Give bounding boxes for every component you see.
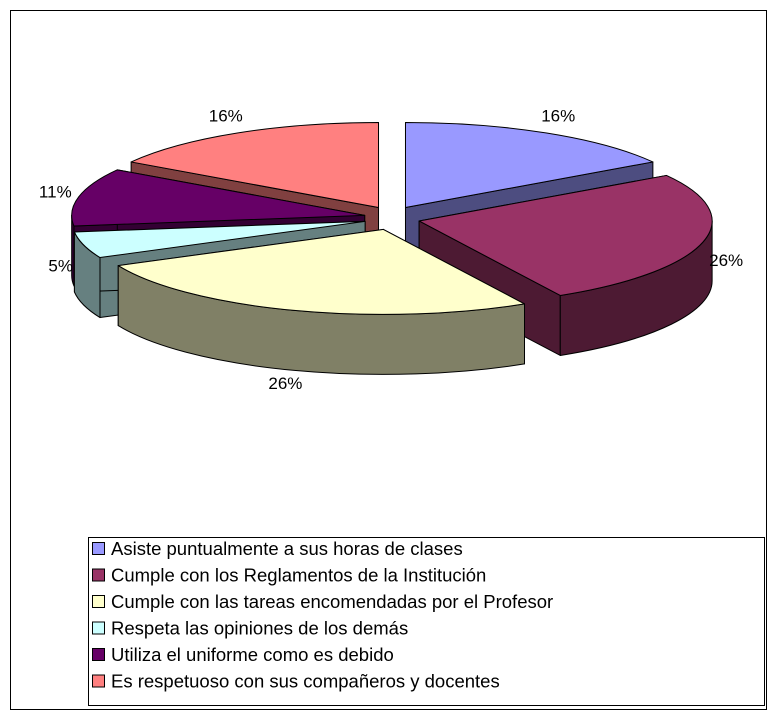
legend-label: Cumple con las tareas encomendadas por e… <box>111 591 553 612</box>
legend-label: Es respetuoso con sus compañeros y docen… <box>111 670 500 691</box>
slice-top <box>130 121 380 208</box>
legend-swatch <box>92 595 105 608</box>
slice-top <box>117 228 526 315</box>
legend-swatch <box>92 621 105 635</box>
legend-swatch <box>92 568 105 582</box>
slice-top <box>404 121 654 208</box>
legend-label: Asiste puntualmente a sus horas de clase… <box>111 538 463 559</box>
data-label: 16% <box>209 107 243 126</box>
data-label: 5% <box>48 256 73 275</box>
legend-box <box>88 537 765 706</box>
data-label: 26% <box>709 251 743 270</box>
slice-top <box>418 174 713 296</box>
legend-label: Respeta las opiniones de los demás <box>111 617 408 638</box>
data-label: 11% <box>39 182 72 201</box>
legend-swatch <box>92 542 105 555</box>
legend-label: Cumple con los Reglamentos de la Institu… <box>111 564 486 585</box>
legend-label: Utiliza el uniforme como es debido <box>111 644 394 665</box>
slice-top <box>73 220 366 259</box>
data-label: 26% <box>268 374 302 393</box>
data-label: 16% <box>541 107 575 126</box>
pie-slice <box>117 228 526 375</box>
legend-swatch <box>92 648 105 661</box>
slice-top <box>71 169 366 227</box>
legend-swatch <box>92 674 105 688</box>
